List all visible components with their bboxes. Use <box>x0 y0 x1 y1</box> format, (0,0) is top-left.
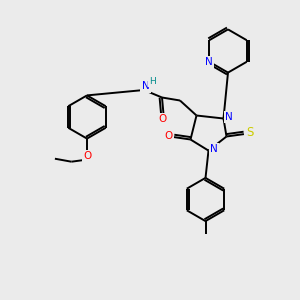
Text: N: N <box>205 57 213 68</box>
Text: O: O <box>159 114 167 124</box>
Text: O: O <box>164 130 173 141</box>
Text: N: N <box>225 112 233 122</box>
Text: S: S <box>246 126 254 139</box>
Text: H: H <box>149 77 156 86</box>
Text: O: O <box>83 151 91 161</box>
Text: N: N <box>210 144 218 154</box>
Text: N: N <box>142 81 149 92</box>
